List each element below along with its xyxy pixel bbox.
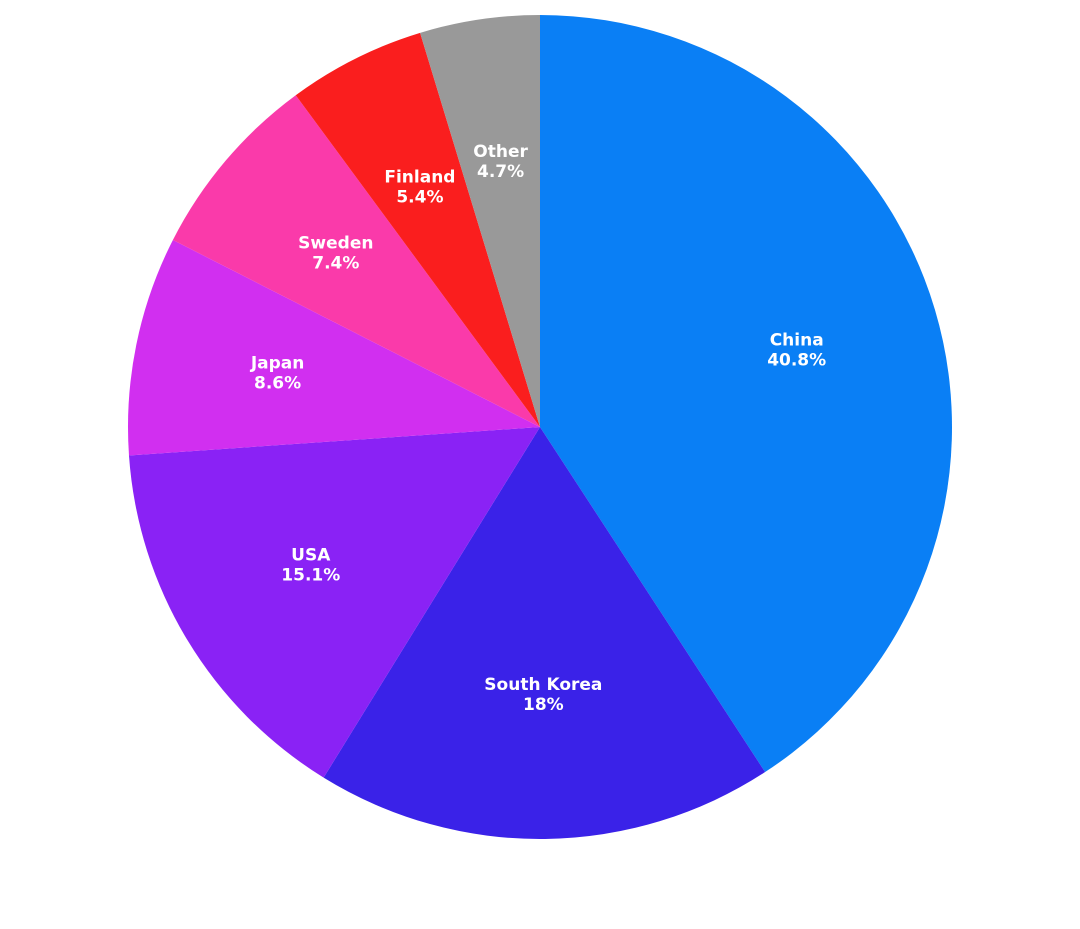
slice-value: 18% bbox=[523, 695, 564, 715]
pie-slice bbox=[540, 15, 952, 773]
pie-slice bbox=[128, 427, 540, 778]
pie-slice bbox=[323, 427, 766, 839]
pie-slice bbox=[295, 32, 540, 428]
pie-slice bbox=[128, 239, 540, 456]
slice-value: 7.4% bbox=[312, 254, 359, 274]
slice-value: 15.1% bbox=[281, 565, 340, 585]
slice-value: 5.4% bbox=[396, 188, 443, 208]
slice-label: Sweden bbox=[298, 234, 373, 254]
slice-label: Japan bbox=[250, 354, 305, 374]
slice-value: 4.7% bbox=[477, 162, 524, 182]
slice-label: USA bbox=[291, 545, 331, 565]
slice-label: Finland bbox=[384, 168, 455, 188]
pie-slice bbox=[172, 95, 540, 428]
slice-label: South Korea bbox=[484, 675, 602, 695]
slice-label: Other bbox=[473, 142, 528, 162]
pie-slice bbox=[420, 14, 540, 427]
slice-value: 40.8% bbox=[767, 351, 826, 371]
slice-label: China bbox=[770, 331, 824, 351]
slice-value: 8.6% bbox=[254, 374, 301, 394]
